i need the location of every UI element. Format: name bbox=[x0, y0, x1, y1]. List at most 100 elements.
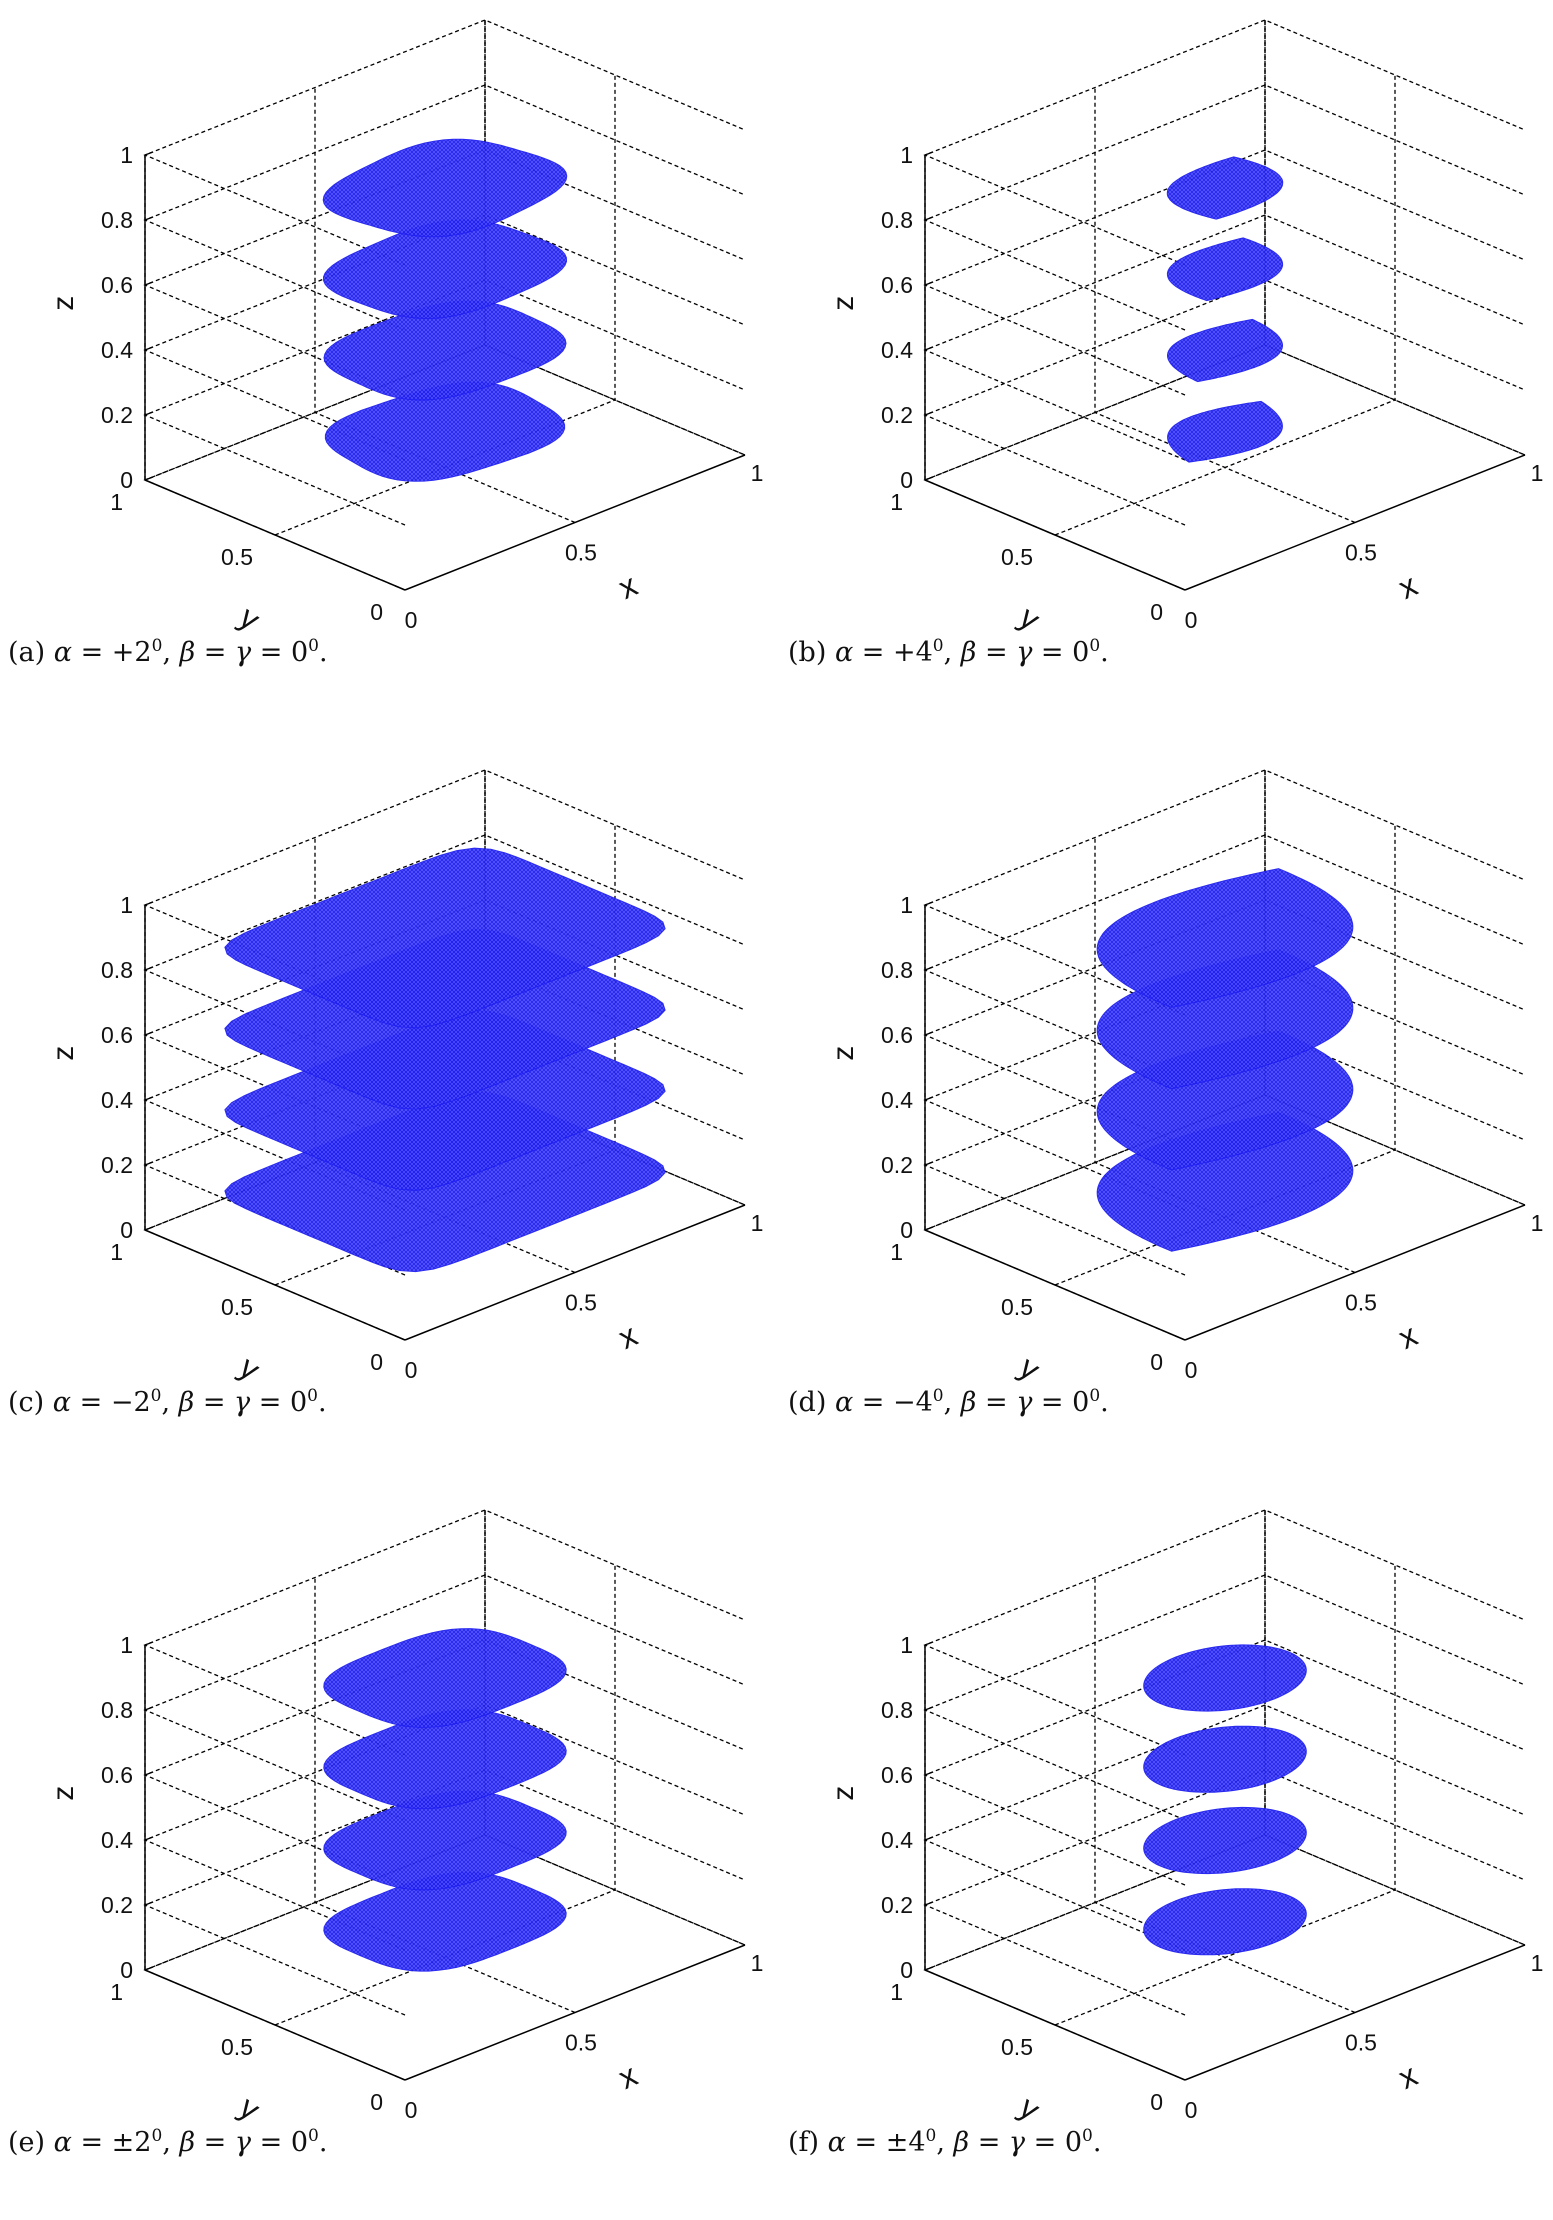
y-tick-label: 1 bbox=[890, 1979, 903, 2005]
caption-sign: ± bbox=[885, 2127, 909, 2158]
z-tick-label: 0.4 bbox=[881, 1827, 913, 1853]
y-tick-label: 0.5 bbox=[1001, 1294, 1033, 1320]
z-tick-label: 0.6 bbox=[101, 272, 133, 298]
y-axis-label: y bbox=[1013, 1349, 1047, 1388]
caption-beta: β bbox=[179, 637, 196, 668]
z-tick-label: 0.8 bbox=[101, 207, 133, 233]
layer-4 bbox=[1143, 1644, 1307, 1712]
z-tick-label: 0.8 bbox=[101, 957, 133, 983]
layer-4 bbox=[322, 138, 568, 238]
x-axis-line bbox=[1184, 1204, 1526, 1341]
caption-label: (a) bbox=[8, 637, 46, 668]
z-grid-line bbox=[923, 279, 1526, 526]
x-axis-label: x bbox=[613, 2057, 643, 2096]
z-grid-line bbox=[143, 19, 746, 266]
z-tick-label: 0.2 bbox=[881, 1892, 913, 1918]
z-tick-label: 0.6 bbox=[101, 1022, 133, 1048]
y-tick-label: 1 bbox=[890, 489, 903, 515]
z-tick-label: 0.6 bbox=[881, 1762, 913, 1788]
z-grid-line bbox=[143, 214, 746, 461]
x-tick-label: 0 bbox=[1185, 1357, 1198, 1383]
x-tick-label: 0.5 bbox=[565, 1290, 597, 1316]
z-tick-label: 1 bbox=[120, 892, 133, 918]
y-tick-label: 0.5 bbox=[221, 544, 253, 570]
panel-d: 0 0.2 0.4 0.6 0.8 1 0 0.5 1 0 0.5 1 z x y (d) α = −40, … bbox=[780, 750, 1543, 1470]
x-tick-label: 0 bbox=[405, 2097, 418, 2123]
x-tick-label: 0 bbox=[1185, 607, 1198, 633]
z-tick-label: 1 bbox=[900, 142, 913, 168]
caption-sign: + bbox=[892, 637, 916, 668]
caption-alpha: α bbox=[834, 1387, 854, 1418]
z-grid-line bbox=[143, 1704, 746, 1951]
z-tick-label: 0.6 bbox=[101, 1762, 133, 1788]
panel-f: 0 0.2 0.4 0.6 0.8 1 0 0.5 1 0 0.5 1 z x y (f) α = ±40, … bbox=[780, 1490, 1543, 2210]
y-tick-label: 0 bbox=[370, 1349, 383, 1375]
y-axis-label: y bbox=[233, 2089, 267, 2128]
caption-beta: β bbox=[953, 2127, 970, 2158]
z-tick-label: 0.6 bbox=[881, 272, 913, 298]
caption-gamma: γ bbox=[1008, 2127, 1026, 2158]
x-axis-line bbox=[404, 454, 746, 591]
z-tick-label: 0 bbox=[900, 1957, 913, 1983]
caption-b: (b) α = +40, β = γ = 00. bbox=[788, 636, 1109, 668]
z-tick-label: 0.4 bbox=[881, 1087, 913, 1113]
z-tick-label: 0 bbox=[120, 467, 133, 493]
z-grid-line bbox=[143, 1509, 746, 1756]
y-axis-label: y bbox=[1013, 2089, 1047, 2128]
x-axis-line bbox=[404, 1204, 746, 1341]
x-tick-label: 1 bbox=[751, 1950, 764, 1976]
panel-e: 0 0.2 0.4 0.6 0.8 1 0 0.5 1 0 0.5 1 z x y (e) α = ±20, … bbox=[0, 1490, 763, 2210]
x-axis-line bbox=[1184, 454, 1526, 591]
x-axis-label: x bbox=[1393, 2057, 1423, 2096]
panel-b: 0 0.2 0.4 0.6 0.8 1 0 0.5 1 0 0.5 1 z x y (b) α = +40, … bbox=[780, 0, 1543, 720]
caption-gamma: γ bbox=[1016, 1387, 1033, 1418]
y-tick-label: 0.5 bbox=[221, 2034, 253, 2060]
z-tick-label: 0 bbox=[900, 1217, 913, 1243]
caption-angle: 4 bbox=[915, 637, 933, 668]
layer-3 bbox=[1166, 237, 1284, 302]
y-axis-line bbox=[924, 479, 1186, 591]
caption-sign: − bbox=[110, 1387, 134, 1418]
z-grid-line bbox=[923, 1769, 1526, 2016]
caption-c: (c) α = −20, β = γ = 00. bbox=[8, 1386, 327, 1418]
caption-alpha: α bbox=[827, 2127, 846, 2158]
layer-3 bbox=[1143, 1725, 1307, 1793]
z-tick-label: 0 bbox=[900, 467, 913, 493]
z-tick-label: 0 bbox=[120, 1957, 133, 1983]
z-grid-line bbox=[923, 964, 1526, 1211]
z-tick-label: 0.2 bbox=[101, 1892, 133, 1918]
x-axis-label: x bbox=[1393, 1317, 1423, 1356]
x-tick-label: 0.5 bbox=[1345, 540, 1377, 566]
z-tick-label: 1 bbox=[120, 142, 133, 168]
y-axis-label: y bbox=[233, 1349, 267, 1388]
z-tick-label: 0.2 bbox=[881, 402, 913, 428]
z-tick-label: 1 bbox=[900, 1632, 913, 1658]
x-tick-label: 0 bbox=[405, 607, 418, 633]
z-tick-label: 0.4 bbox=[101, 1827, 133, 1853]
y-tick-label: 1 bbox=[110, 1239, 123, 1265]
y-axis-line bbox=[924, 1229, 1186, 1341]
panel-c: 0 0.2 0.4 0.6 0.8 1 0 0.5 1 0 0.5 1 z x y (c) α = −20, … bbox=[0, 750, 763, 1470]
x-axis-label: x bbox=[1393, 567, 1423, 606]
caption-sign: + bbox=[111, 637, 135, 668]
layer-4 bbox=[1096, 868, 1354, 1008]
caption-label: (b) bbox=[788, 637, 827, 668]
z-tick-label: 0.4 bbox=[881, 337, 913, 363]
z-grid-line bbox=[923, 214, 1526, 461]
caption-gamma: γ bbox=[1016, 637, 1033, 668]
z-axis-label: z bbox=[827, 1046, 860, 1061]
x-tick-label: 1 bbox=[1531, 1210, 1544, 1236]
x-tick-label: 0 bbox=[405, 1357, 418, 1383]
x-tick-label: 0.5 bbox=[565, 2030, 597, 2056]
z-tick-label: 1 bbox=[120, 1632, 133, 1658]
caption-a: (a) α = +20, β = γ = 00. bbox=[8, 636, 328, 668]
y-tick-label: 0 bbox=[1150, 1349, 1163, 1375]
x-tick-label: 1 bbox=[751, 1210, 764, 1236]
caption-gamma: γ bbox=[235, 637, 252, 668]
layer-2 bbox=[1143, 1806, 1307, 1875]
z-tick-label: 0.8 bbox=[881, 207, 913, 233]
z-tick-label: 0.2 bbox=[881, 1152, 913, 1178]
y-tick-label: 0.5 bbox=[221, 1294, 253, 1320]
